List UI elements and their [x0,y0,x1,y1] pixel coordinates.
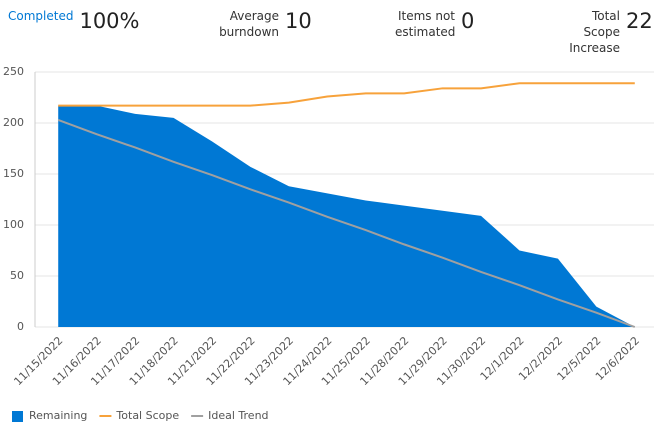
stat-label: Total Scope Increase [569,9,620,55]
y-tick-label: 0 [17,320,24,333]
y-tick-label: 250 [3,65,24,78]
line [57,119,636,328]
line [58,82,635,107]
stat: Items not estimated 0 [395,8,474,40]
stat: Average burndown 10 [215,8,312,40]
y-tick-label: 100 [3,218,24,231]
stat: Total Scope Increase 22 [553,8,653,56]
y-tick-label: 150 [3,167,24,180]
y-tick-label: 200 [3,116,24,129]
legend-label: Total Scope [115,409,179,422]
area [58,105,635,327]
stat-value: 100% [79,9,140,33]
stat: Completed 100% [8,8,140,34]
stat-label: Average burndown [219,9,279,39]
legend-swatch [12,411,23,422]
stat-value: 22 [626,9,653,33]
stat-value: 10 [285,9,312,33]
legend-label: Ideal Trend [208,409,268,422]
y-tick-label: 50 [10,269,24,282]
stat-label: Completed [8,9,74,23]
stat-value: 0 [461,9,475,33]
legend-label: Remaining [29,409,87,422]
stat-label: Items not estimated [395,9,456,39]
